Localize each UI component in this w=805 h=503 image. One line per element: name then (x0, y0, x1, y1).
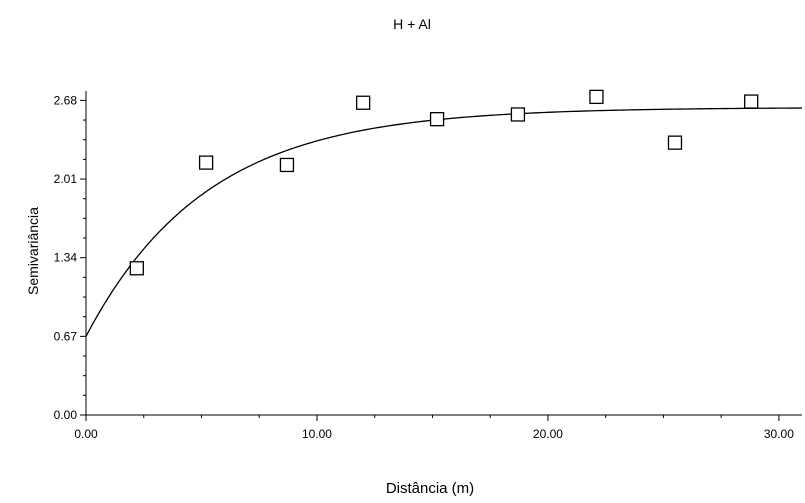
y-axis-label: Semivariância (25, 207, 41, 295)
x-tick-label: 20.00 (533, 427, 563, 441)
data-point (356, 95, 371, 110)
data-point (429, 112, 445, 127)
y-tick-label: 0.00 (54, 408, 78, 422)
data-point (129, 261, 144, 276)
chart-title: H + Al (393, 16, 431, 32)
data-point (510, 107, 526, 122)
y-tick-label: 2.68 (54, 93, 78, 107)
model-curve (85, 107, 803, 337)
x-tick-label: 10.00 (302, 427, 332, 441)
data-point (279, 157, 295, 173)
data-point (589, 89, 604, 105)
data-points (129, 89, 759, 276)
data-point (744, 94, 759, 109)
data-point (667, 135, 683, 150)
x-axis-label: Distância (m) (386, 480, 474, 497)
y-tick-label: 1.34 (54, 251, 78, 265)
x-tick-label: 0.00 (74, 427, 98, 441)
y-tick-label: 2.01 (54, 172, 78, 186)
y-axis: 0.00 0.67 1.34 2.01 2.68 (54, 91, 87, 422)
x-axis: 0.00 10.00 20.00 30.00 (74, 414, 802, 441)
y-tick-label: 0.67 (54, 329, 78, 343)
data-point (198, 155, 214, 170)
x-tick-label: 30.00 (764, 427, 794, 441)
